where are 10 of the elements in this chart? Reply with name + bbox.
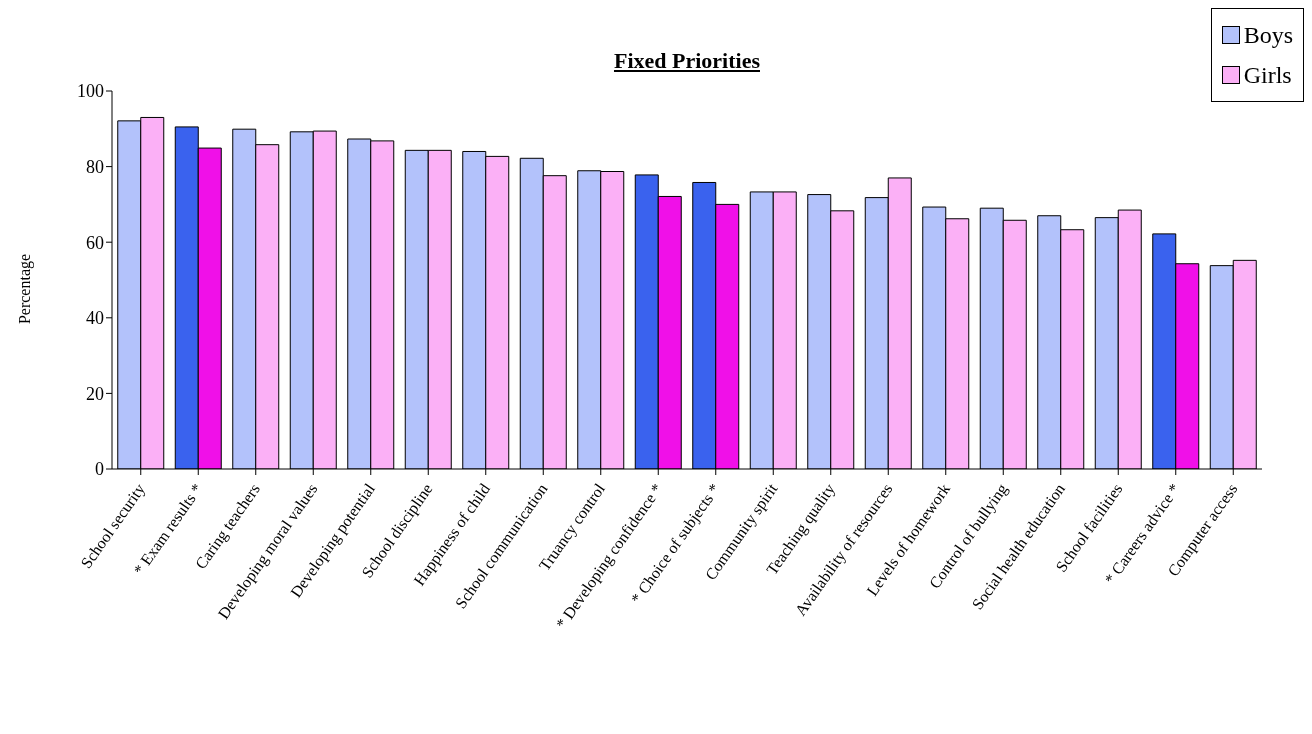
chart-title: Fixed Priorities xyxy=(613,48,760,73)
y-tick-label: 100 xyxy=(77,81,104,102)
legend-label: Boys xyxy=(1243,21,1293,50)
y-tick-label: 60 xyxy=(86,232,104,253)
y-tick-label: 20 xyxy=(86,383,104,404)
y-tick-label: 0 xyxy=(95,459,104,480)
y-axis-title: Percentage xyxy=(16,252,34,327)
y-tick-label: 80 xyxy=(86,156,104,177)
legend-label: Girls xyxy=(1243,61,1292,90)
y-tick-label: 40 xyxy=(86,308,104,329)
